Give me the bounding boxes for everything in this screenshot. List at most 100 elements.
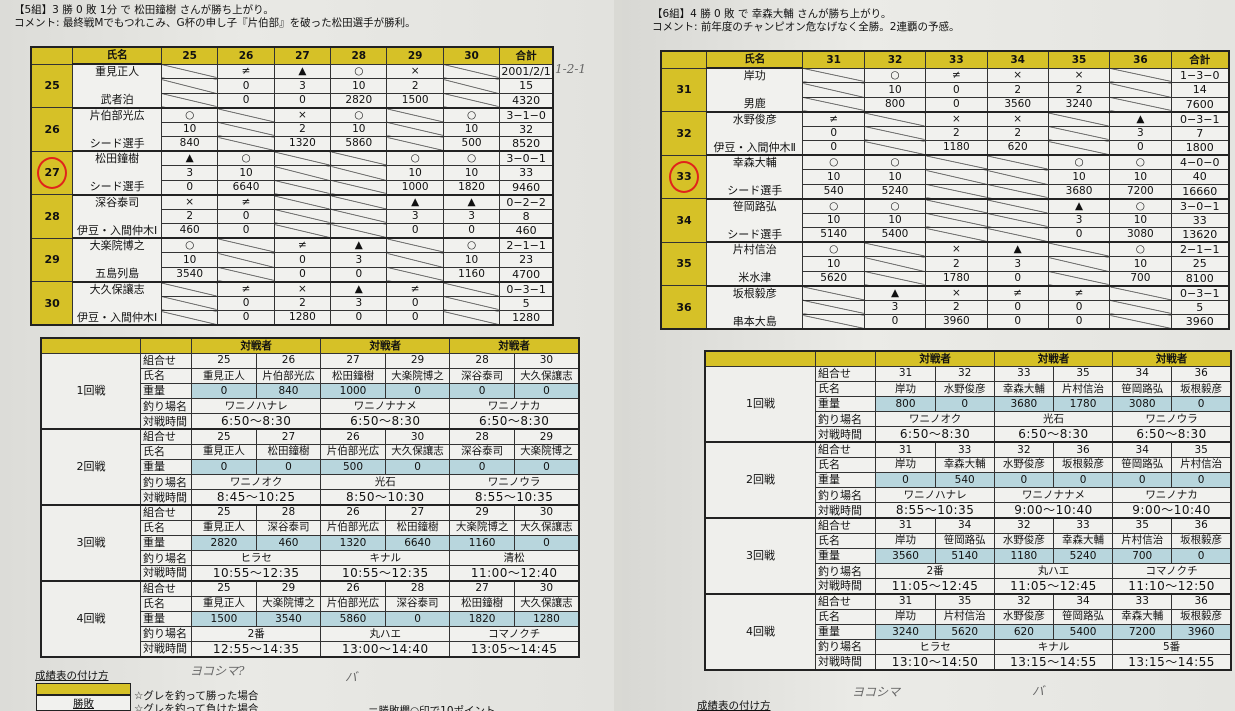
player-name: 深谷泰司 xyxy=(255,519,322,536)
round-row: 釣り場名 2番 丸ハエ コマノクチ xyxy=(41,625,580,643)
result-weight: 0 xyxy=(802,140,865,156)
catch-weight: 0 xyxy=(191,458,257,476)
round-row: 1回戦 組合せ 31 32 33 35 34 36 xyxy=(704,365,1232,443)
match-time: 13:15〜14:55 xyxy=(1112,654,1232,671)
catch-weight: 0 xyxy=(384,382,451,400)
total-points: 5 xyxy=(499,295,554,311)
player-row: 五島列島 3540 0 0 1160 4700 xyxy=(31,266,554,283)
catch-weight: 1320 xyxy=(320,534,386,551)
result-mark: ▲ xyxy=(386,194,444,210)
round-row: 対戦時間 8:55〜10:35 9:00〜10:40 9:00〜10:40 xyxy=(705,502,1232,519)
opponents-header: 対戦者 xyxy=(1112,350,1232,367)
catch-weight: 700 xyxy=(1112,547,1173,564)
result-weight: 620 xyxy=(986,140,1049,156)
name-label: 氏名 xyxy=(140,595,193,612)
catch-weight: 0 xyxy=(384,458,451,476)
round-row: 対戦時間 6:50〜8:30 6:50〜8:30 6:50〜8:30 xyxy=(41,413,580,430)
self-match-cell xyxy=(986,198,1049,214)
player-number: 30 xyxy=(30,281,74,326)
weight-label: 重量 xyxy=(814,623,877,640)
result-mark: ▲ xyxy=(160,150,219,166)
round-row: 1回戦 組合せ 25 26 27 29 28 30 xyxy=(40,352,580,430)
player-name: 水野俊彦 xyxy=(993,532,1054,549)
spacer xyxy=(705,126,804,141)
self-match-cell xyxy=(273,194,332,210)
self-match-cell xyxy=(330,165,388,181)
match-time: 9:00〜10:40 xyxy=(993,502,1114,519)
result-weight: 5140 xyxy=(802,227,865,243)
result-points: 3 xyxy=(1109,125,1172,141)
self-match-cell xyxy=(925,169,988,185)
match-time: 10:55〜12:35 xyxy=(320,565,451,582)
catch-weight: 460 xyxy=(255,534,322,551)
weight-label: 重量 xyxy=(814,471,877,489)
spacer xyxy=(705,213,804,228)
result-weight: 0 xyxy=(330,310,388,326)
result-mark: ▲ xyxy=(330,237,388,253)
result-weight: 3960 xyxy=(925,314,988,330)
round-row: 2回戦 組合せ 25 27 26 30 28 29 xyxy=(40,428,580,506)
self-match-cell xyxy=(273,165,332,181)
self-match-cell xyxy=(1109,314,1172,330)
result-points: 2 xyxy=(1047,82,1111,98)
result-mark: ○ xyxy=(863,198,927,214)
player-name: 大楽院博之 xyxy=(513,443,580,460)
player-number: 26 xyxy=(30,107,74,152)
player-id: 29 xyxy=(449,504,515,521)
result-mark: ▲ xyxy=(1109,111,1172,127)
result-mark: ○ xyxy=(863,154,927,170)
catch-weight: 0 xyxy=(934,395,995,413)
column-header: 29 xyxy=(386,46,444,65)
venue-name: ワニノウラ xyxy=(1112,411,1232,428)
result-weight: 5400 xyxy=(863,227,927,243)
player-id: 32 xyxy=(993,517,1054,534)
result-weight: 7200 xyxy=(1109,183,1172,200)
self-match-cell xyxy=(986,169,1049,185)
player-number: 28 xyxy=(30,194,74,239)
match-time: 6:50〜8:30 xyxy=(320,413,451,430)
player-name: 岸功 xyxy=(875,456,936,473)
catch-weight: 0 xyxy=(1171,547,1232,564)
player-club: シード選手 xyxy=(705,227,804,243)
catch-weight: 500 xyxy=(320,458,386,476)
round-row: 氏名 岸功 幸森大輔 水野俊彦 坂根毅彦 笹岡路弘 片村信治 xyxy=(705,456,1232,473)
player-name: 松田鐘樹 xyxy=(255,443,322,460)
result-mark: × xyxy=(925,285,988,301)
total-record: 0−3−1 xyxy=(499,281,554,297)
opponents-header: 対戦者 xyxy=(320,337,451,354)
result-points: 2 xyxy=(986,125,1049,141)
self-match-cell xyxy=(863,140,927,156)
player-id: 36 xyxy=(1171,365,1232,382)
round-row: 釣り場名 ヒラセ キナル 5番 xyxy=(705,638,1232,656)
header-row: 氏名 25 26 27 28 29 30 合計 xyxy=(30,46,554,65)
self-match-cell xyxy=(273,223,332,239)
legend-yellow-box xyxy=(36,683,131,695)
venue-name: ワニノハナレ xyxy=(875,486,995,504)
round-row: 氏名 重見正人 松田鐘樹 片伯部光広 大久保讓志 深谷泰司 大楽院博之 xyxy=(41,443,580,460)
total-points: 25 xyxy=(1170,256,1230,272)
result-mark: ○ xyxy=(217,150,275,166)
player-name: 大久保讓志 xyxy=(513,519,580,536)
right-page: 【6組】4 勝 0 敗 で 幸森大輔 さんが勝ち上がり。 コメント: 前年度のチ… xyxy=(622,0,1235,711)
venue-name: ワニノナナメ xyxy=(993,486,1114,504)
player-row: 米水津 5620 1780 0 700 8100 xyxy=(661,270,1230,287)
result-points: 10 xyxy=(217,165,275,181)
result-points: 2 xyxy=(925,299,988,315)
round-label: 3回戦 xyxy=(40,504,142,582)
total-points: 23 xyxy=(499,252,554,268)
result-weight: 1500 xyxy=(386,92,444,109)
spacer xyxy=(72,209,162,224)
result-mark: ○ xyxy=(802,154,865,170)
legend-title: 成績表の付け方 xyxy=(697,700,771,711)
result-mark: ○ xyxy=(1109,198,1172,214)
player-number: 35 xyxy=(660,241,707,286)
column-header: 34 xyxy=(986,50,1049,69)
result-mark: ≠ xyxy=(273,237,332,253)
player-id: 27 xyxy=(255,428,322,445)
opponents-header: 対戦者 xyxy=(993,350,1114,367)
result-points: 10 xyxy=(160,121,219,137)
result-weight: 1320 xyxy=(273,136,332,152)
self-match-cell xyxy=(863,256,927,272)
spacer xyxy=(72,122,162,137)
